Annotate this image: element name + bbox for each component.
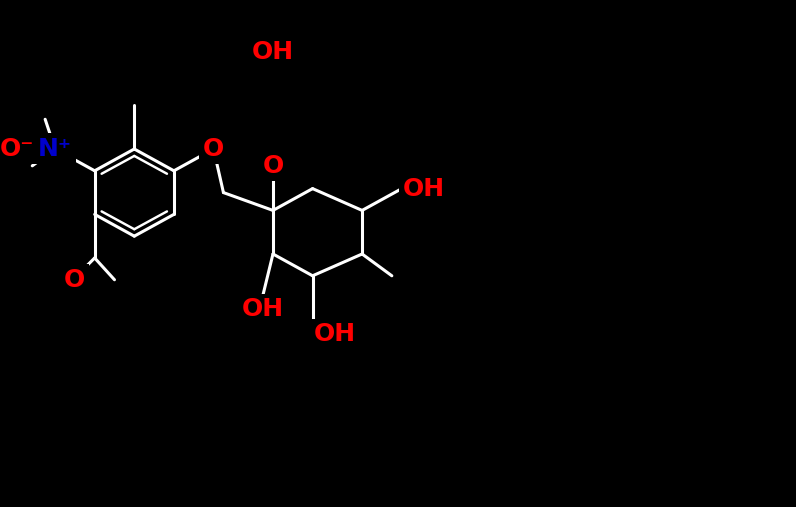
Text: O: O [203,137,224,161]
Text: OH: OH [252,40,294,64]
Text: N⁺: N⁺ [38,137,72,161]
Text: OH: OH [403,176,445,201]
Text: O⁻: O⁻ [0,137,34,161]
Text: OH: OH [314,322,356,346]
Text: O: O [64,268,85,292]
Text: O: O [263,154,283,178]
Text: OH: OH [242,298,284,321]
